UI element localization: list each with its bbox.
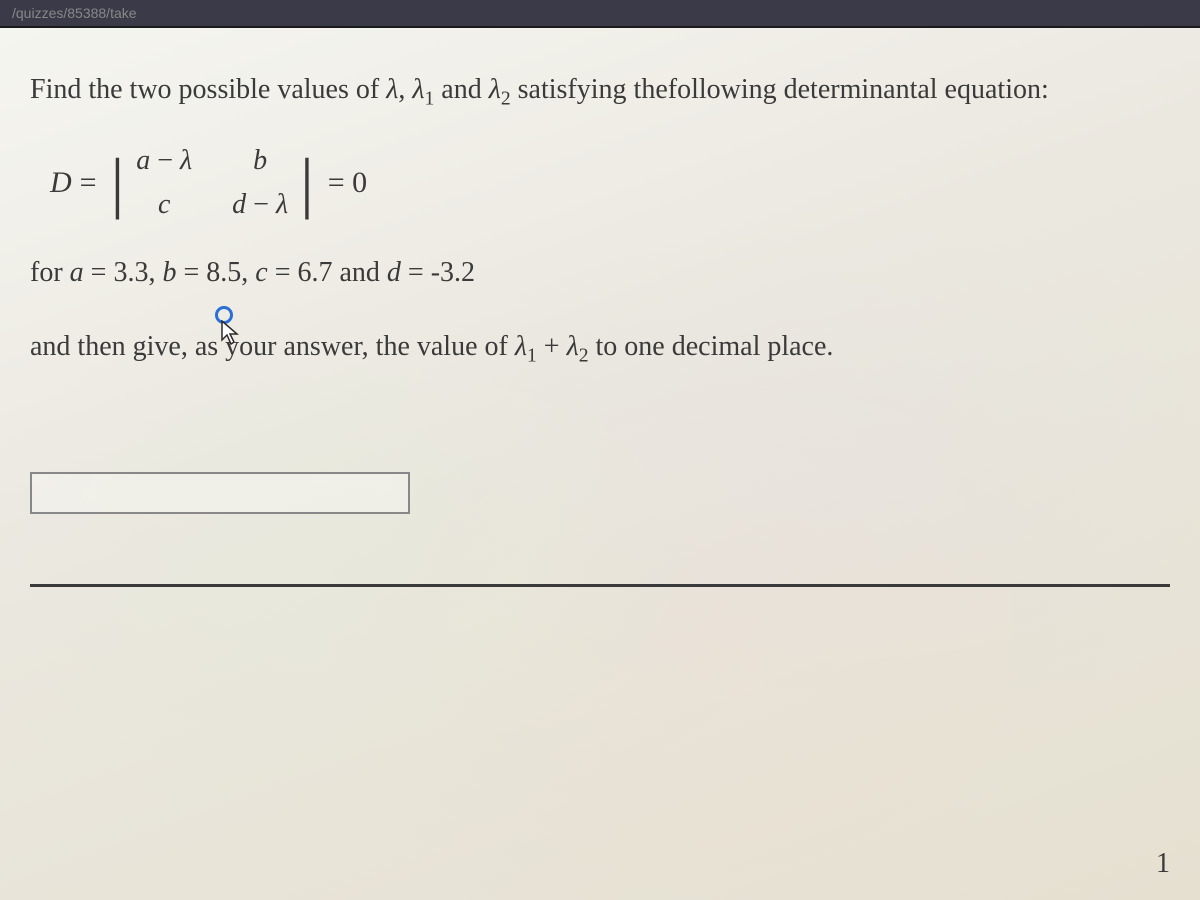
var-c: c xyxy=(255,257,267,288)
prompt-text-3: satisfying thefollowing determinantal eq… xyxy=(511,74,1049,105)
ans-lambda2-sub: 2 xyxy=(579,346,589,367)
determinant-equation: D = | a − λ b c d − λ | = 0 xyxy=(50,145,1170,221)
eq-rhs: = 0 xyxy=(328,166,367,200)
eq-equals: = xyxy=(80,166,97,200)
ans-lambda1: λ xyxy=(515,331,527,362)
quiz-content: Find the two possible values of λ, λ1 an… xyxy=(0,26,1200,900)
answer-plus: + xyxy=(537,331,567,362)
url-bar: /quizzes/85388/take xyxy=(0,0,1200,26)
answer-prompt: and then give, as your answer, the value… xyxy=(30,325,1170,372)
prompt-text-1: Find the two possible values of xyxy=(30,74,386,105)
var-a: a xyxy=(70,257,84,288)
matrix-cell-11: a − λ xyxy=(136,145,192,177)
url-text: /quizzes/85388/take xyxy=(12,5,137,21)
prompt-text-2: and xyxy=(434,74,488,105)
var-b: b xyxy=(162,257,176,288)
question-prompt: Find the two possible values of λ, λ1 an… xyxy=(30,68,1170,115)
lambda-symbol: λ xyxy=(386,74,398,105)
given-values: for a = 3.3, b = 8.5, c = 6.7 and d = -3… xyxy=(30,257,1170,289)
matrix: | a − λ b c d − λ | xyxy=(111,145,314,221)
ans-lambda1-sub: 1 xyxy=(527,346,537,367)
eq-D: D xyxy=(50,166,72,200)
matrix-cell-21: c xyxy=(136,189,192,221)
answer-prompt-1: and then give, as your answer, the value… xyxy=(30,331,515,362)
page-number: 1 xyxy=(1156,848,1170,880)
var-d: d xyxy=(387,257,401,288)
lambda2: λ xyxy=(489,74,501,105)
val-c: 6.7 xyxy=(297,257,332,288)
section-divider xyxy=(30,584,1170,587)
matrix-cell-22: d − λ xyxy=(232,189,288,221)
val-d: -3.2 xyxy=(431,257,475,288)
answer-input[interactable] xyxy=(30,472,410,514)
lambda1: λ xyxy=(412,74,424,105)
lambda1-sub: 1 xyxy=(424,89,434,110)
val-b: 8.5 xyxy=(206,257,241,288)
values-prefix: for xyxy=(30,257,70,288)
matrix-left-bar: | xyxy=(111,152,125,213)
lambda2-sub: 2 xyxy=(501,89,511,110)
matrix-grid: a − λ b c d − λ xyxy=(124,145,300,221)
matrix-right-bar: | xyxy=(300,152,314,213)
val-a: 3.3 xyxy=(113,257,148,288)
ans-lambda2: λ xyxy=(567,331,579,362)
answer-prompt-2: to one decimal place. xyxy=(589,331,834,362)
matrix-cell-12: b xyxy=(232,145,288,177)
